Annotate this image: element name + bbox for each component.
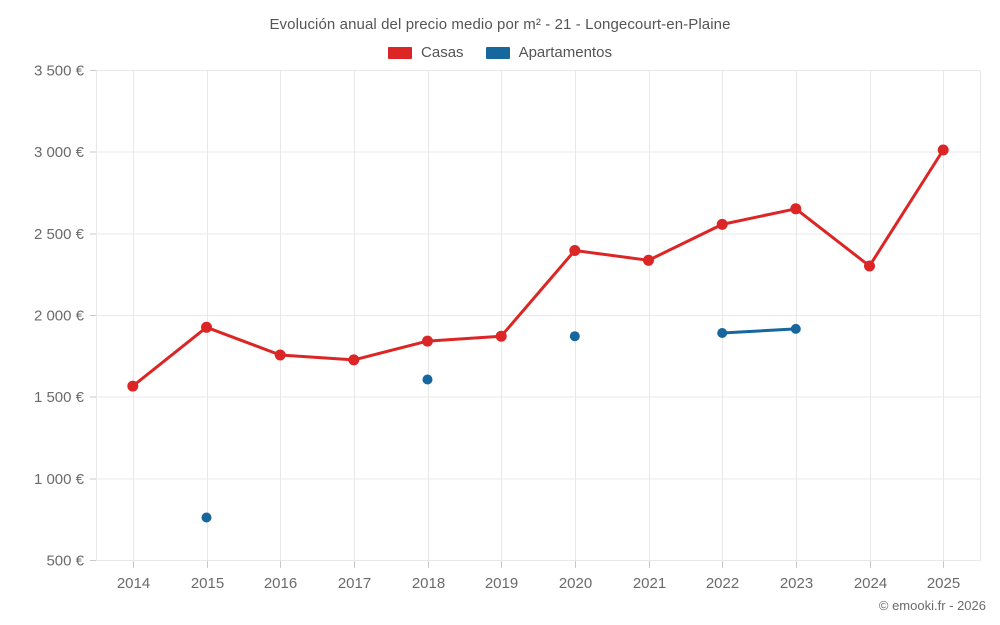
data-point-casas-2018[interactable] <box>422 335 433 347</box>
x-axis-label: 2023 <box>780 575 813 592</box>
data-point-casas-2025[interactable] <box>937 144 949 156</box>
y-axis-label: 500 € <box>46 553 84 570</box>
y-axis-label: 1 500 € <box>34 389 85 406</box>
x-axis-label: 2024 <box>854 575 887 592</box>
data-point-casas-2024[interactable] <box>864 260 875 272</box>
y-axis-label: 2 000 € <box>34 308 85 325</box>
data-point-apartamentos-2020[interactable] <box>569 331 580 342</box>
data-point-casas-2021[interactable] <box>643 254 654 266</box>
chart-legend: Casas Apartamentos <box>0 45 1000 60</box>
data-point-casas-2017[interactable] <box>348 354 360 366</box>
x-axis-label: 2017 <box>338 575 371 592</box>
x-axis-label: 2020 <box>559 575 592 592</box>
chart-title: Evolución anual del precio medio por m² … <box>269 16 731 33</box>
data-point-apartamentos-2023[interactable] <box>790 323 801 334</box>
data-point-casas-2015[interactable] <box>201 321 212 333</box>
legend-swatch-apartamentos <box>485 46 510 59</box>
legend-label-apartamentos: Apartamentos <box>518 44 612 61</box>
data-point-casas-2014[interactable] <box>127 380 139 392</box>
series-line-casas <box>131 148 945 388</box>
x-axis-label: 2014 <box>117 575 150 592</box>
legend-item-casas[interactable]: Casas <box>388 45 464 60</box>
y-axis-label: 2 500 € <box>34 226 85 243</box>
data-point-casas-2020[interactable] <box>569 245 581 256</box>
y-axis-label: 1 000 € <box>34 471 85 488</box>
data-point-apartamentos-2022[interactable] <box>717 328 728 338</box>
series-line-apartamentos <box>720 327 798 335</box>
legend-label-casas: Casas <box>421 44 464 61</box>
data-point-casas-2019[interactable] <box>495 330 507 342</box>
y-axis-label: 3 000 € <box>34 144 85 161</box>
data-point-casas-2016[interactable] <box>274 349 286 361</box>
data-point-casas-2022[interactable] <box>716 218 728 230</box>
x-axis-label: 2018 <box>412 575 445 592</box>
x-axis-label: 2016 <box>264 575 297 592</box>
data-point-apartamentos-2015[interactable] <box>201 512 212 523</box>
x-axis-label: 2025 <box>927 575 960 592</box>
data-point-apartamentos-2018[interactable] <box>422 374 433 385</box>
x-axis-label: 2022 <box>706 575 739 592</box>
chart-credit: © emooki.fr - 2026 <box>878 598 986 613</box>
legend-item-apartamentos[interactable]: Apartamentos <box>485 44 612 61</box>
x-axis-label: 2015 <box>191 575 224 592</box>
legend-swatch-casas <box>388 46 413 59</box>
y-axis-label: 3 500 € <box>34 63 85 80</box>
x-axis-label: 2019 <box>485 575 518 592</box>
x-axis-label: 2021 <box>633 575 666 592</box>
data-point-casas-2023[interactable] <box>790 203 802 215</box>
